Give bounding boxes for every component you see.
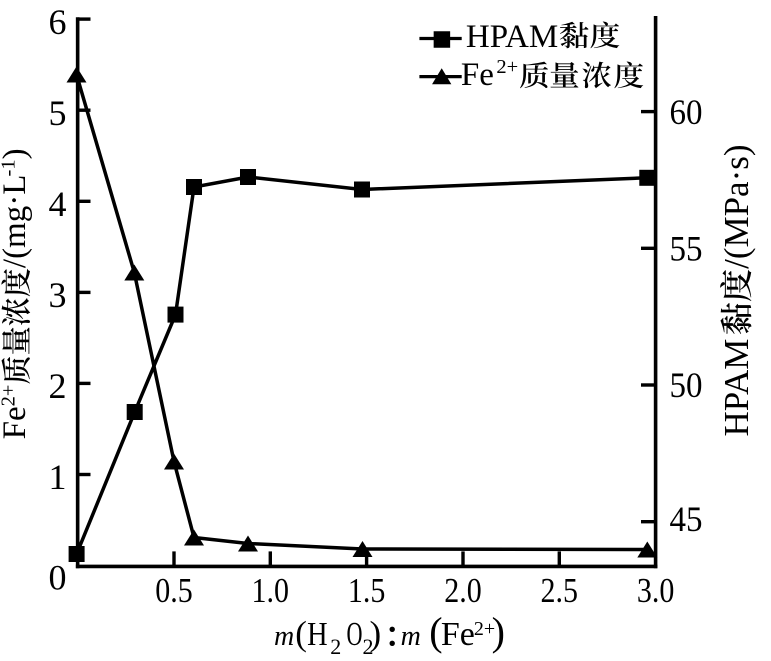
- svg-text:e: e: [460, 616, 475, 653]
- svg-text:O: O: [347, 616, 363, 653]
- svg-text:6: 6: [49, 2, 67, 42]
- svg-text:55: 55: [670, 229, 703, 269]
- svg-text:/(MPa·s): /(MPa·s): [717, 144, 756, 268]
- svg-text:60: 60: [670, 92, 703, 132]
- svg-text:0: 0: [49, 558, 67, 598]
- svg-text:m: m: [401, 621, 421, 652]
- svg-text:): ): [0, 148, 33, 159]
- svg-text:(: (: [295, 614, 307, 653]
- svg-text:4: 4: [49, 184, 67, 224]
- svg-text:F: F: [441, 616, 460, 653]
- svg-text:/(mg·L: /(mg·L: [0, 175, 33, 268]
- svg-text:(: (: [429, 609, 442, 654]
- svg-text:-1: -1: [0, 159, 20, 176]
- svg-text:1.5: 1.5: [348, 571, 386, 610]
- svg-text:m: m: [274, 621, 294, 652]
- svg-text:): ): [370, 614, 382, 653]
- svg-text:50: 50: [670, 365, 703, 405]
- svg-text:2: 2: [363, 634, 374, 659]
- svg-text:45: 45: [670, 499, 703, 539]
- svg-text:2: 2: [330, 634, 341, 659]
- svg-text:Fe: Fe: [0, 406, 33, 439]
- svg-text:2+: 2+: [474, 618, 495, 640]
- svg-text:5: 5: [49, 93, 67, 133]
- svg-text:3: 3: [49, 275, 67, 315]
- svg-text:3.0: 3.0: [637, 571, 675, 610]
- svg-text:2.0: 2.0: [444, 571, 482, 610]
- svg-text:HPAM: HPAM: [466, 19, 558, 55]
- svg-text:2.5: 2.5: [541, 571, 579, 610]
- svg-text:2+: 2+: [496, 56, 518, 78]
- svg-text:1: 1: [49, 457, 67, 497]
- svg-text:): ): [492, 609, 505, 654]
- svg-text:1.0: 1.0: [252, 571, 290, 610]
- svg-text:0.5: 0.5: [155, 571, 193, 610]
- svg-text:HPAM: HPAM: [717, 339, 756, 437]
- svg-text:2: 2: [49, 366, 67, 406]
- svg-text:Fe: Fe: [461, 57, 494, 93]
- svg-text:2+: 2+: [0, 385, 20, 407]
- svg-text:H: H: [307, 616, 328, 653]
